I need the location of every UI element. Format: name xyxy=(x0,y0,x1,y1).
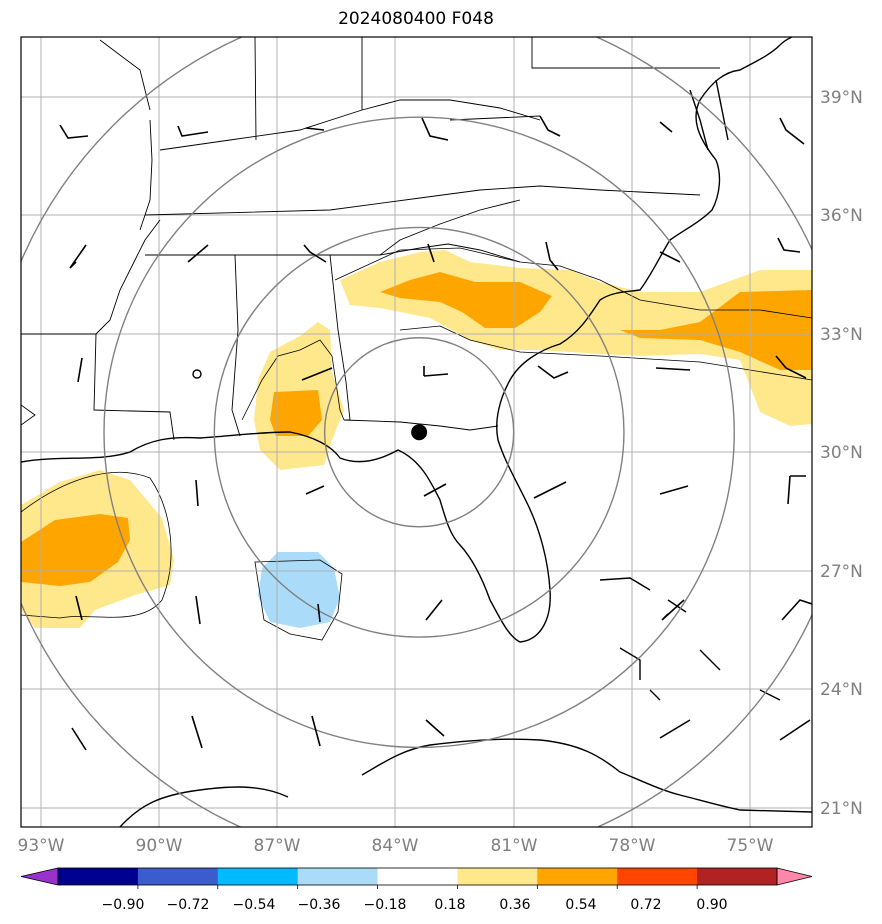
lon-tick-label: 81°W xyxy=(491,836,538,856)
colorbar-frame xyxy=(57,867,778,886)
colorbar-bin xyxy=(697,868,778,885)
colorbar-tick-labels: −0.90 −0.72 −0.54 −0.36 −0.18 0.18 0.36 … xyxy=(102,897,728,913)
storm-center-marker xyxy=(411,424,428,441)
lat-tick-label: 39°N xyxy=(820,88,863,108)
wind-barbs xyxy=(59,115,812,751)
colorbar xyxy=(20,867,813,889)
colorbar-tick-label: −0.36 xyxy=(298,897,341,913)
lat-tick-label: 21°N xyxy=(820,799,863,819)
colorbar-tick-label: 0.90 xyxy=(696,897,727,913)
lon-tick-label: 84°W xyxy=(372,836,419,856)
political-borders xyxy=(21,37,720,441)
range-rings xyxy=(21,37,812,827)
colorbar-tick-label: −0.18 xyxy=(364,897,407,913)
lon-tick-label: 75°W xyxy=(727,836,774,856)
positive-anomaly-core-atlantic xyxy=(620,290,812,370)
lat-tick-label: 27°N xyxy=(820,562,863,582)
negative-anomaly-area-central-gulf xyxy=(258,552,340,628)
colorbar-bin xyxy=(297,868,379,885)
colorbar-tick-label: 0.36 xyxy=(499,897,530,913)
range-ring xyxy=(213,226,625,638)
coastlines xyxy=(21,37,812,827)
cuba-coastline xyxy=(361,738,812,813)
colorbar-bin xyxy=(137,868,219,885)
positive-anomaly-core-gulf-coast xyxy=(270,390,322,436)
colorbar-low-extension xyxy=(20,867,59,886)
lat-tick-label: 33°N xyxy=(820,325,863,345)
positive-anomaly-core-northeast xyxy=(380,272,552,328)
bahamas-islands xyxy=(599,577,781,701)
lon-tick-label: 93°W xyxy=(18,836,65,856)
colorbar-tick-label: −0.54 xyxy=(233,897,276,913)
gulf-and-atlantic-coastline xyxy=(21,37,793,643)
range-ring xyxy=(103,116,735,749)
colorbar-bin xyxy=(377,868,458,885)
colorbar-bin xyxy=(617,868,698,885)
chesapeake-coastline xyxy=(689,79,729,151)
positive-anomaly-core-western-gulf xyxy=(21,514,130,586)
colorbar-tick-label: −0.72 xyxy=(167,897,210,913)
lon-tick-label: 78°W xyxy=(609,836,656,856)
range-ring xyxy=(323,337,515,528)
lon-tick-label: 90°W xyxy=(136,836,183,856)
colorbar-tick-label: 0.18 xyxy=(434,897,465,913)
lon-tick-label: 87°W xyxy=(254,836,301,856)
colorbar-bin xyxy=(217,868,299,885)
colorbar-tick-label: 0.54 xyxy=(565,897,596,913)
lat-tick-label: 30°N xyxy=(820,443,863,463)
calm-wind-circle xyxy=(192,369,202,379)
lat-tick-label: 24°N xyxy=(820,680,863,700)
colorbar-bin xyxy=(537,868,618,885)
map-title: 2024080400 F048 xyxy=(338,9,494,29)
lat-tick-label: 36°N xyxy=(820,206,863,226)
map-frame xyxy=(20,36,813,828)
longitude-tick-labels: 93°W 90°W 87°W 84°W 81°W 78°W 75°W xyxy=(18,836,774,856)
colorbar-high-extension xyxy=(776,867,813,886)
colorbar-bin xyxy=(457,868,538,885)
latitude-tick-labels: 39°N 36°N 33°N 30°N 27°N 24°N 21°N xyxy=(820,88,863,819)
colorbar-bin xyxy=(58,868,139,885)
colorbar-tick-label: −0.90 xyxy=(102,897,145,913)
yucatan-coastline xyxy=(119,786,289,827)
colorbar-tick-label: 0.72 xyxy=(630,897,661,913)
